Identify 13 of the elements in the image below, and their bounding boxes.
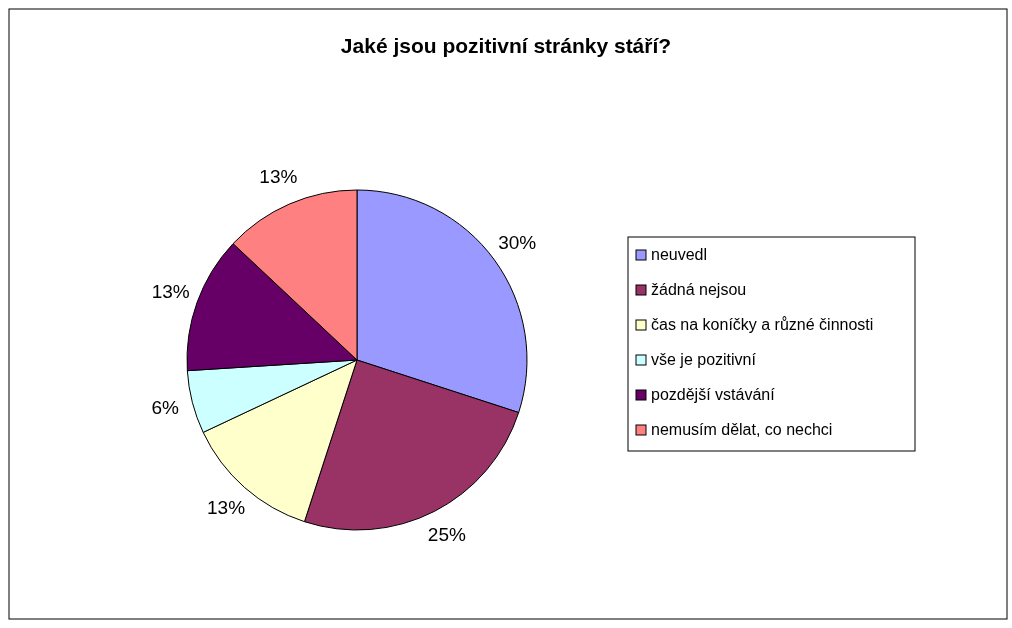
data-label: 6%	[151, 397, 180, 419]
data-label: 13%	[207, 496, 246, 518]
data-label: 30%	[498, 231, 537, 253]
legend-label: nemusím dělat, co nechci	[651, 421, 833, 439]
chart-title: Jaké jsou pozitivní stránky stáří?	[340, 34, 672, 57]
legend-label: čas na koníčky a různé činnosti	[651, 316, 874, 334]
legend-label: žádná nejsou	[651, 281, 747, 299]
legend-label: neuvedl	[651, 246, 708, 264]
data-label: 13%	[259, 166, 298, 188]
legend-label: vše je pozitivní	[651, 351, 757, 369]
legend-label: pozdější vstávání	[651, 386, 776, 404]
data-label: 25%	[427, 524, 467, 546]
data-label: 13%	[151, 280, 190, 302]
